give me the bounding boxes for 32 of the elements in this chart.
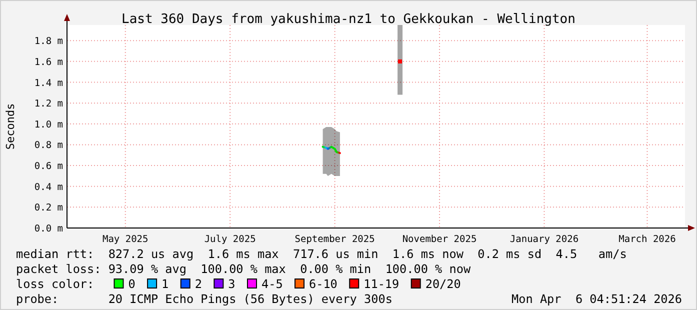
text: 0: [128, 277, 136, 291]
text: 1: [162, 277, 169, 291]
line-series: [322, 146, 341, 154]
y-tick-label: 1.6 m: [34, 56, 64, 68]
text: Mon Apr 6 04:51:24 2026: [512, 292, 682, 306]
x-tick-label: September 2025: [294, 234, 375, 245]
x-tick-label: May 2025: [102, 234, 148, 245]
text: 6-10: [309, 277, 338, 291]
y-tick-label: 1.0 m: [34, 119, 64, 130]
text: median rtt: 827.2 us avg 1.6 ms max 717.6 us min 1.6 ms now 0.2 ms sd 4.5 am/s: [16, 247, 627, 261]
y-tick-label: 1.4 m: [34, 78, 64, 89]
y-tick-label: 1.8 m: [34, 36, 64, 48]
y-tick-label: 0.6 m: [34, 161, 64, 172]
text: loss color:: [16, 277, 94, 291]
text: 20/20: [425, 277, 461, 291]
y-tick-label: 0.2 m: [34, 202, 64, 214]
x-tick-label: March 2026: [618, 234, 676, 245]
y-tick-label: 0.4 m: [34, 182, 64, 193]
text: 4-5: [261, 277, 283, 291]
text: 2: [194, 277, 202, 291]
y-tick-label: 0.0 m: [34, 224, 64, 234]
y-axis-title: Seconds: [4, 103, 17, 150]
y-tick-label: 0.8 m: [34, 140, 64, 152]
text: 11-19: [364, 277, 400, 291]
y-tick-label: 1.2 m: [34, 98, 64, 110]
text: probe: 20 ICMP Echo Pings (56 Bytes) every 300s: [16, 292, 392, 306]
x-tick-label: July 2025: [204, 234, 256, 245]
chart-title: Last 360 Days from yakushima-nz1 to Gekkoukan - Wellington: [122, 12, 576, 27]
text: 3: [228, 277, 236, 291]
x-tick-label: November 2025: [402, 234, 477, 245]
x-tick-label: January 2026: [510, 234, 579, 245]
text: packet loss: 93.09 % avg 100.00 % max 0.00 % min 100.00 % now: [16, 262, 472, 276]
